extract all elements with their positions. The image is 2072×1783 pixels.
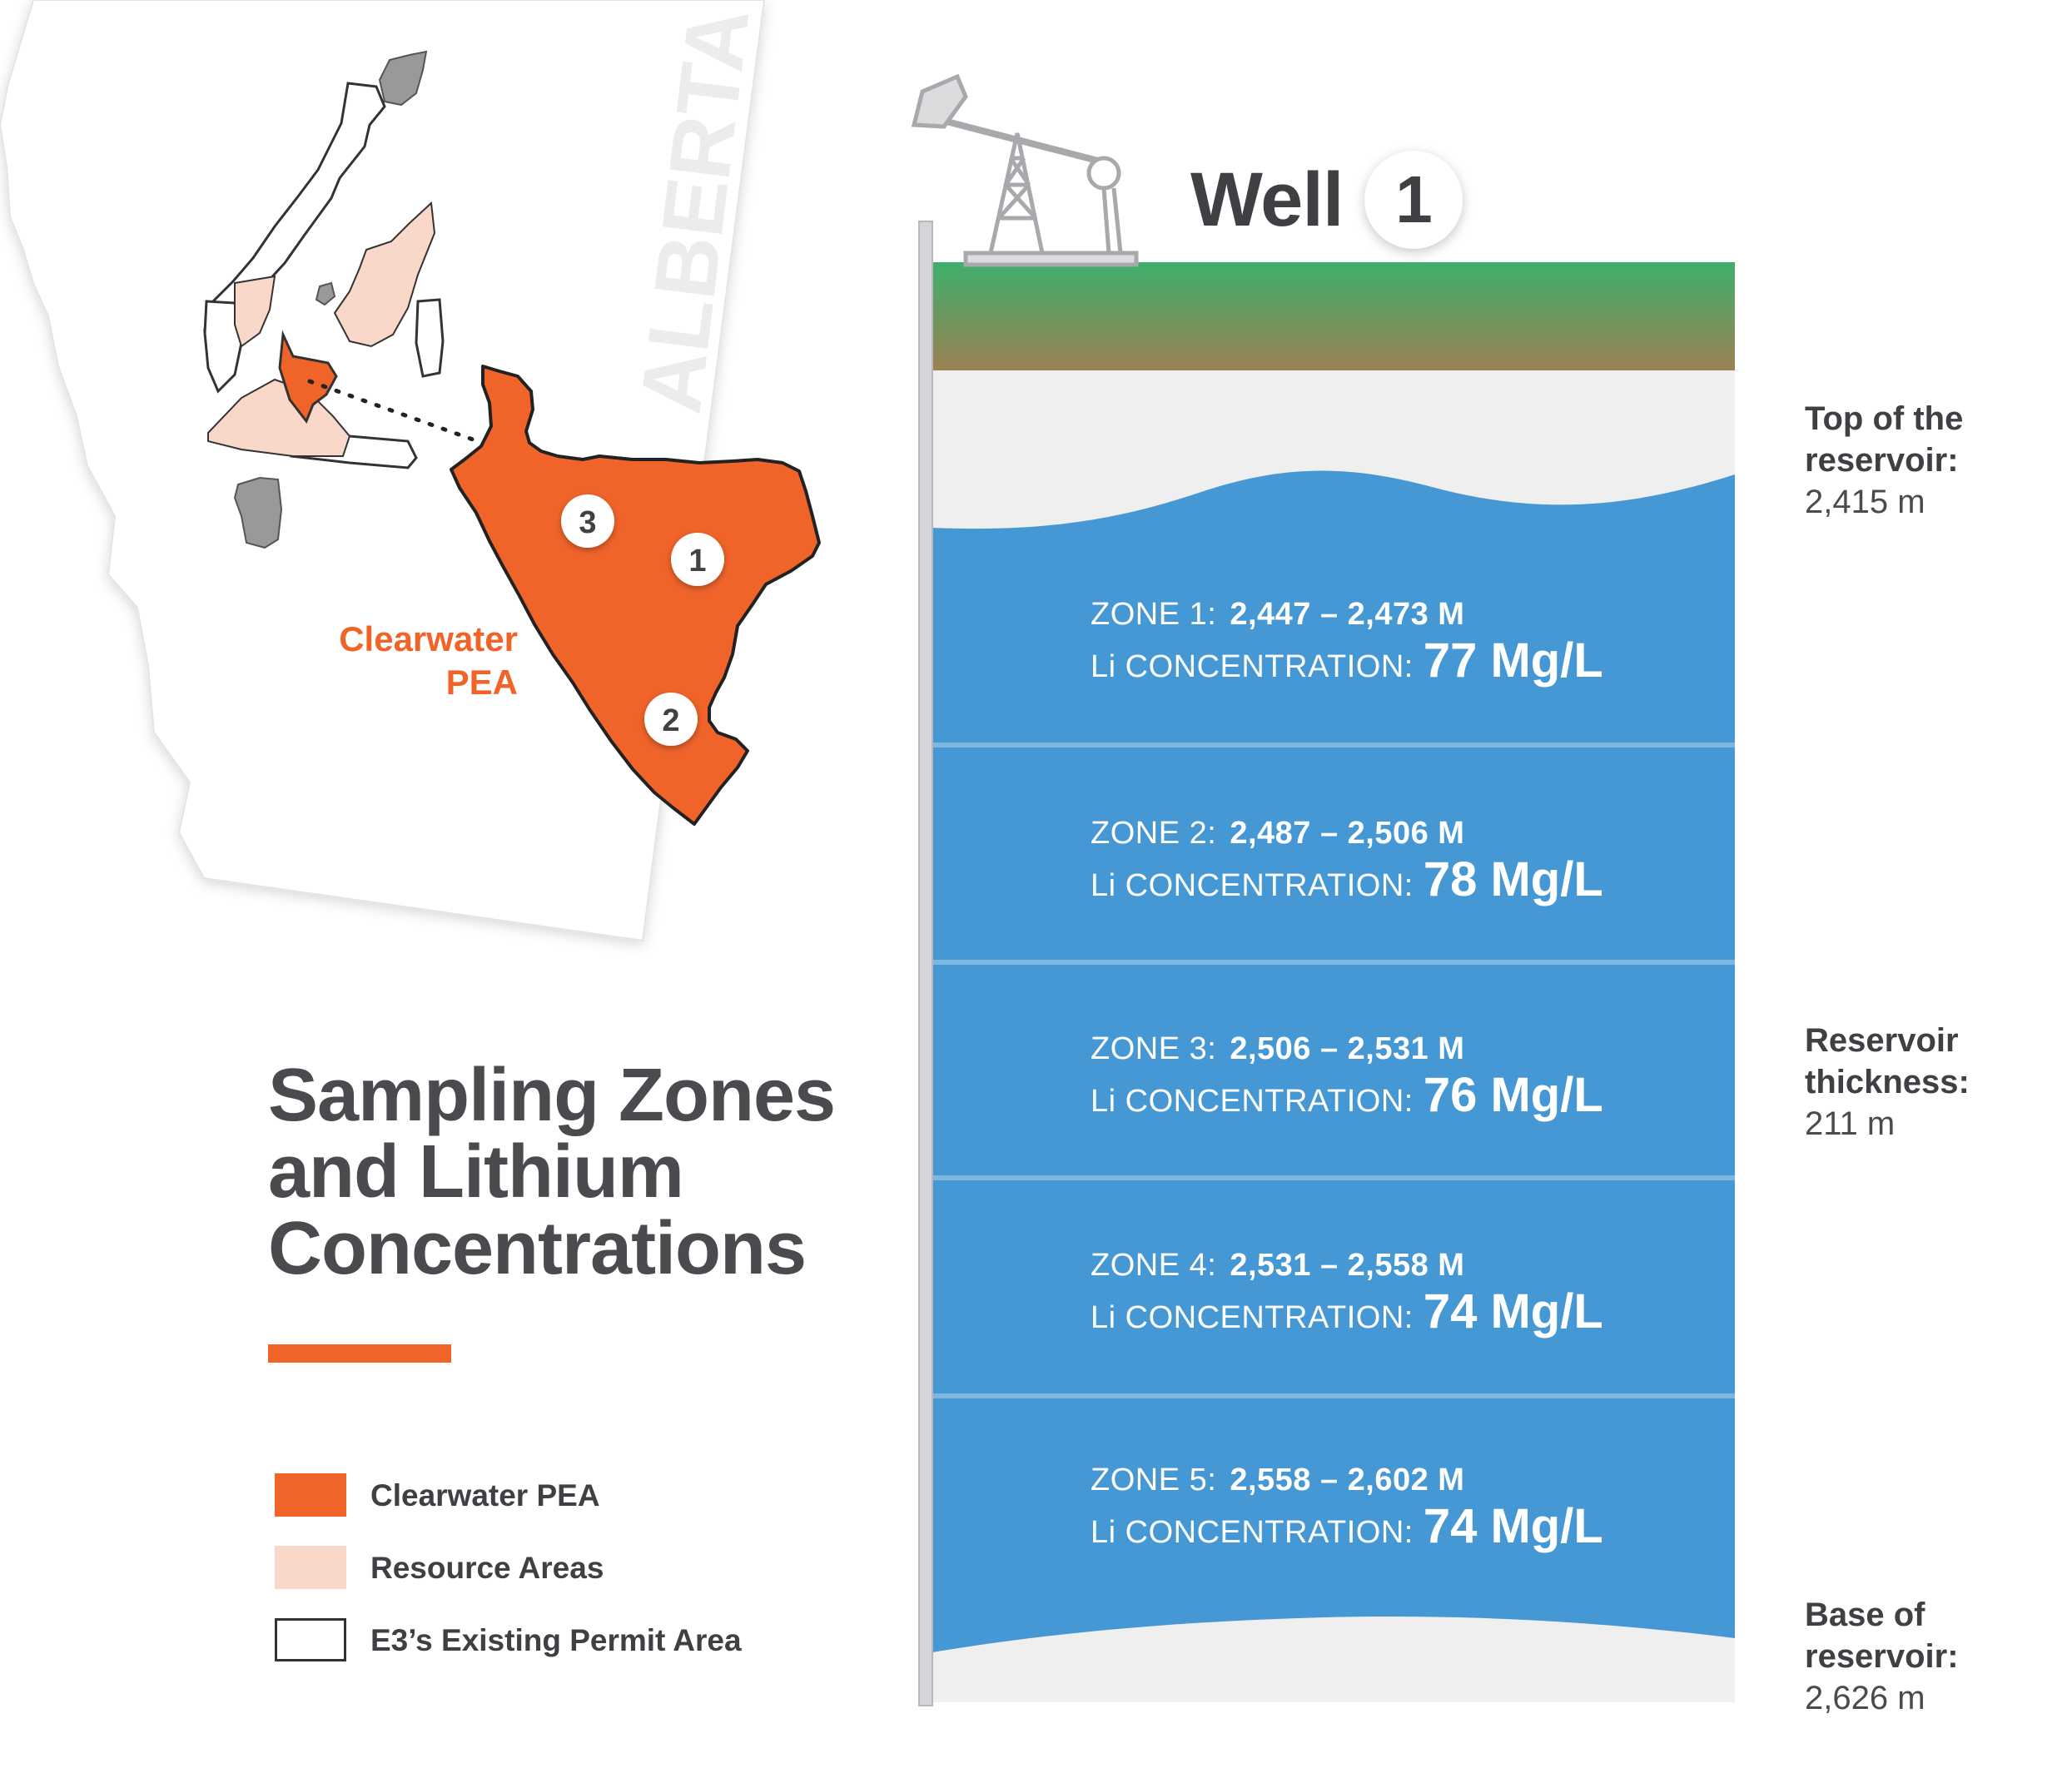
well-number-badge: 1 (1364, 151, 1463, 249)
legend-label: Clearwater PEA (370, 1478, 600, 1512)
other-area-north (378, 50, 428, 107)
annotation-title: thickness: (1805, 1064, 1970, 1100)
zone-name: ZONE 1: (1091, 597, 1217, 632)
zone-4: ZONE 4: 2,531 – 2,558 M Li CONCENTRATION:… (1091, 1244, 1603, 1337)
legend-swatch-resource-areas (275, 1546, 346, 1589)
reservoir-layer (932, 470, 1735, 1652)
zone-depth-range: 2,506 – 2,531 M (1230, 1031, 1465, 1066)
zone-concentration-label: Li CONCENTRATION: (1091, 1515, 1414, 1550)
annotation-top-of-reservoir: Top of the reservoir: 2,415 m (1805, 398, 1963, 523)
well-heading: Well 1 (1190, 151, 1463, 249)
other-area-small (315, 281, 336, 306)
well-marker-2-label: 2 (662, 703, 679, 738)
well-marker-3-label: 3 (579, 505, 596, 540)
zone-depth-range: 2,447 – 2,473 M (1230, 597, 1465, 632)
permit-area-east (415, 298, 445, 378)
zone-name: ZONE 5: (1091, 1463, 1217, 1497)
well-marker-3[interactable]: 3 (561, 494, 614, 548)
well-marker-1[interactable]: 1 (671, 533, 724, 586)
clearwater-pea-enlarged (450, 365, 821, 826)
zone-name: ZONE 2: (1091, 816, 1217, 851)
zone-depth-range: 2,531 – 2,558 M (1230, 1248, 1465, 1283)
resource-area-north (333, 201, 436, 348)
location-map: ALBERTA 3 1 2 Clearwater PEA (0, 0, 821, 942)
project-label-line1: Clearwater (339, 619, 518, 658)
clearwater-pea-inset (278, 330, 338, 425)
zone-name: ZONE 3: (1091, 1031, 1217, 1066)
legend-label: Resource Areas (370, 1551, 604, 1585)
legend-label: E3’s Existing Permit Area (370, 1623, 742, 1657)
resource-area-west (234, 275, 276, 348)
well-heading-label: Well (1190, 156, 1344, 242)
annotation-title: Base of (1805, 1597, 1925, 1633)
annotation-title: Reservoir (1805, 1022, 1959, 1059)
zone-depth-range: 2,558 – 2,602 M (1230, 1463, 1465, 1497)
title-accent-rule (268, 1344, 451, 1363)
legend-swatch-clearwater-pea (275, 1473, 346, 1517)
project-label-line2: PEA (446, 663, 518, 702)
zone-5: ZONE 5: 2,558 – 2,602 M Li CONCENTRATION:… (1091, 1458, 1603, 1552)
connector-dotted-line (307, 379, 475, 442)
annotation-title: Top of the (1805, 400, 1964, 437)
zone-concentration-label: Li CONCENTRATION: (1091, 868, 1414, 903)
zone-concentration-label: Li CONCENTRATION: (1091, 1084, 1414, 1119)
annotation-base-of-reservoir: Base of reservoir: 2,626 m (1805, 1594, 1959, 1719)
page-title-line2: and Lithium (268, 1130, 684, 1214)
pump-jack-icon (911, 73, 1139, 267)
zone-concentration-label: Li CONCENTRATION: (1091, 649, 1414, 684)
zone-name: ZONE 4: (1091, 1248, 1217, 1283)
legend-swatch-permit-area (275, 1618, 346, 1661)
page-title-line1: Sampling Zones (268, 1054, 836, 1137)
well-cross-section (911, 73, 1735, 1706)
well-marker-2[interactable]: 2 (644, 693, 698, 746)
ground-layer (932, 262, 1735, 370)
zone-3: ZONE 3: 2,506 – 2,531 M Li CONCENTRATION:… (1091, 1027, 1603, 1120)
zone-depth-range: 2,487 – 2,506 M (1230, 816, 1465, 851)
alberta-province-shape (0, 0, 766, 942)
zone-concentration-value: 77 Mg/L (1423, 633, 1603, 688)
well-pipe (918, 221, 933, 1706)
page-title-line3: Concentrations (268, 1207, 807, 1290)
zone-concentration-value: 78 Mg/L (1423, 852, 1603, 906)
annotation-title: reservoir: (1805, 442, 1959, 479)
well-marker-1-label: 1 (688, 544, 706, 579)
annotation-value: 2,626 m (1805, 1680, 1925, 1716)
annotation-title: reservoir: (1805, 1638, 1959, 1675)
zone-concentration-value: 74 Mg/L (1423, 1499, 1603, 1553)
other-area-south (233, 476, 283, 549)
zone-concentration-label: Li CONCENTRATION: (1091, 1300, 1414, 1335)
zone-concentration-value: 74 Mg/L (1423, 1284, 1603, 1338)
page-title: Sampling Zones and Lithium Concentration… (268, 1057, 867, 1287)
annotation-value: 211 m (1805, 1105, 1896, 1142)
annotation-reservoir-thickness: Reservoir thickness: 211 m (1805, 1020, 1970, 1145)
zone-2: ZONE 2: 2,487 – 2,506 M Li CONCENTRATION:… (1091, 812, 1603, 905)
annotation-value: 2,415 m (1805, 484, 1925, 520)
zone-1: ZONE 1: 2,447 – 2,473 M Li CONCENTRATION:… (1091, 593, 1603, 686)
zone-concentration-value: 76 Mg/L (1423, 1068, 1603, 1122)
